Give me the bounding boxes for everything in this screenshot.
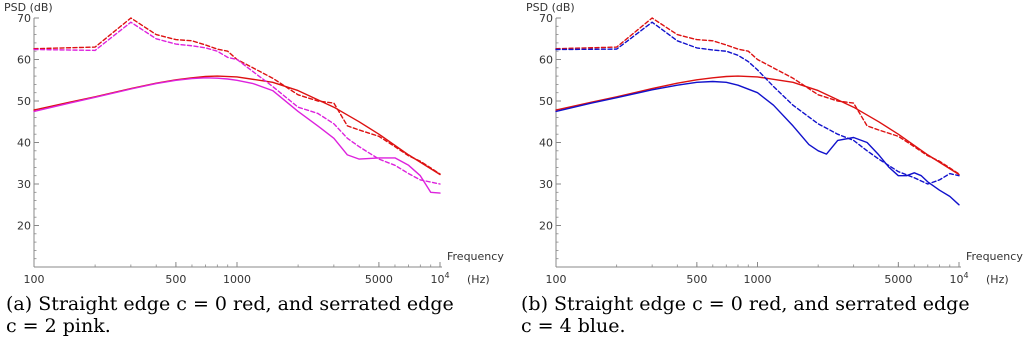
- x-tick-label: 100: [546, 273, 567, 286]
- caption-b-line1: (b) Straight edge c = 0 red, and serrate…: [521, 293, 970, 315]
- y-tick-label: 40: [17, 137, 31, 150]
- series-line-1-dashed: [555, 17, 960, 175]
- caption-a-line2: c = 2 pink.: [6, 315, 111, 337]
- series-line-0-solid: [555, 75, 960, 176]
- x-tick-label-exponent: 4: [963, 271, 968, 280]
- x-tick-label-exponent: 4: [444, 271, 449, 280]
- y-tick-label: 70: [539, 12, 553, 25]
- y-tick-label: 50: [539, 95, 553, 108]
- y-tick-label: 40: [539, 137, 553, 150]
- y-tick-label: 60: [17, 54, 31, 67]
- y-tick-label: 30: [539, 178, 553, 191]
- x-tick-label: 500: [686, 273, 707, 286]
- y-tick-label: 50: [17, 95, 31, 108]
- x-axis-unit: (Hz): [986, 273, 1009, 286]
- x-axis-unit: (Hz): [467, 273, 490, 286]
- series-line-3-dashed: [33, 21, 441, 185]
- y-axis-title: PSD (dB): [4, 1, 53, 14]
- x-tick-label: 104: [949, 271, 968, 286]
- y-axis-title: PSD (dB): [526, 1, 575, 14]
- x-tick-label: 104: [430, 271, 449, 286]
- x-axis-title: Frequency: [447, 250, 504, 263]
- y-tick-label: 60: [539, 54, 553, 67]
- x-tick-label: 1000: [223, 273, 251, 286]
- caption-a-line1: (a) Straight edge c = 0 red, and serrate…: [6, 293, 454, 315]
- x-tick-label: 5000: [365, 273, 393, 286]
- series-line-2-solid: [33, 77, 441, 194]
- y-tick-label: 20: [539, 220, 553, 233]
- caption-b-line2: c = 4 blue.: [521, 315, 626, 337]
- y-tick-label: 20: [17, 220, 31, 233]
- caption-b: (b) Straight edge c = 0 red, and serrate…: [521, 293, 1026, 337]
- series-line-3-dashed: [555, 21, 960, 185]
- y-tick-label: 30: [17, 178, 31, 191]
- series-line-1-dashed: [33, 17, 441, 175]
- series-line-2-solid: [555, 80, 960, 206]
- caption-a: (a) Straight edge c = 0 red, and serrate…: [6, 293, 511, 337]
- x-axis-title: Frequency: [966, 250, 1023, 263]
- x-tick-label: 500: [165, 273, 186, 286]
- x-tick-label: 100: [24, 273, 45, 286]
- x-tick-label: 5000: [884, 273, 912, 286]
- y-tick-label: 70: [17, 12, 31, 25]
- x-tick-label: 1000: [744, 273, 772, 286]
